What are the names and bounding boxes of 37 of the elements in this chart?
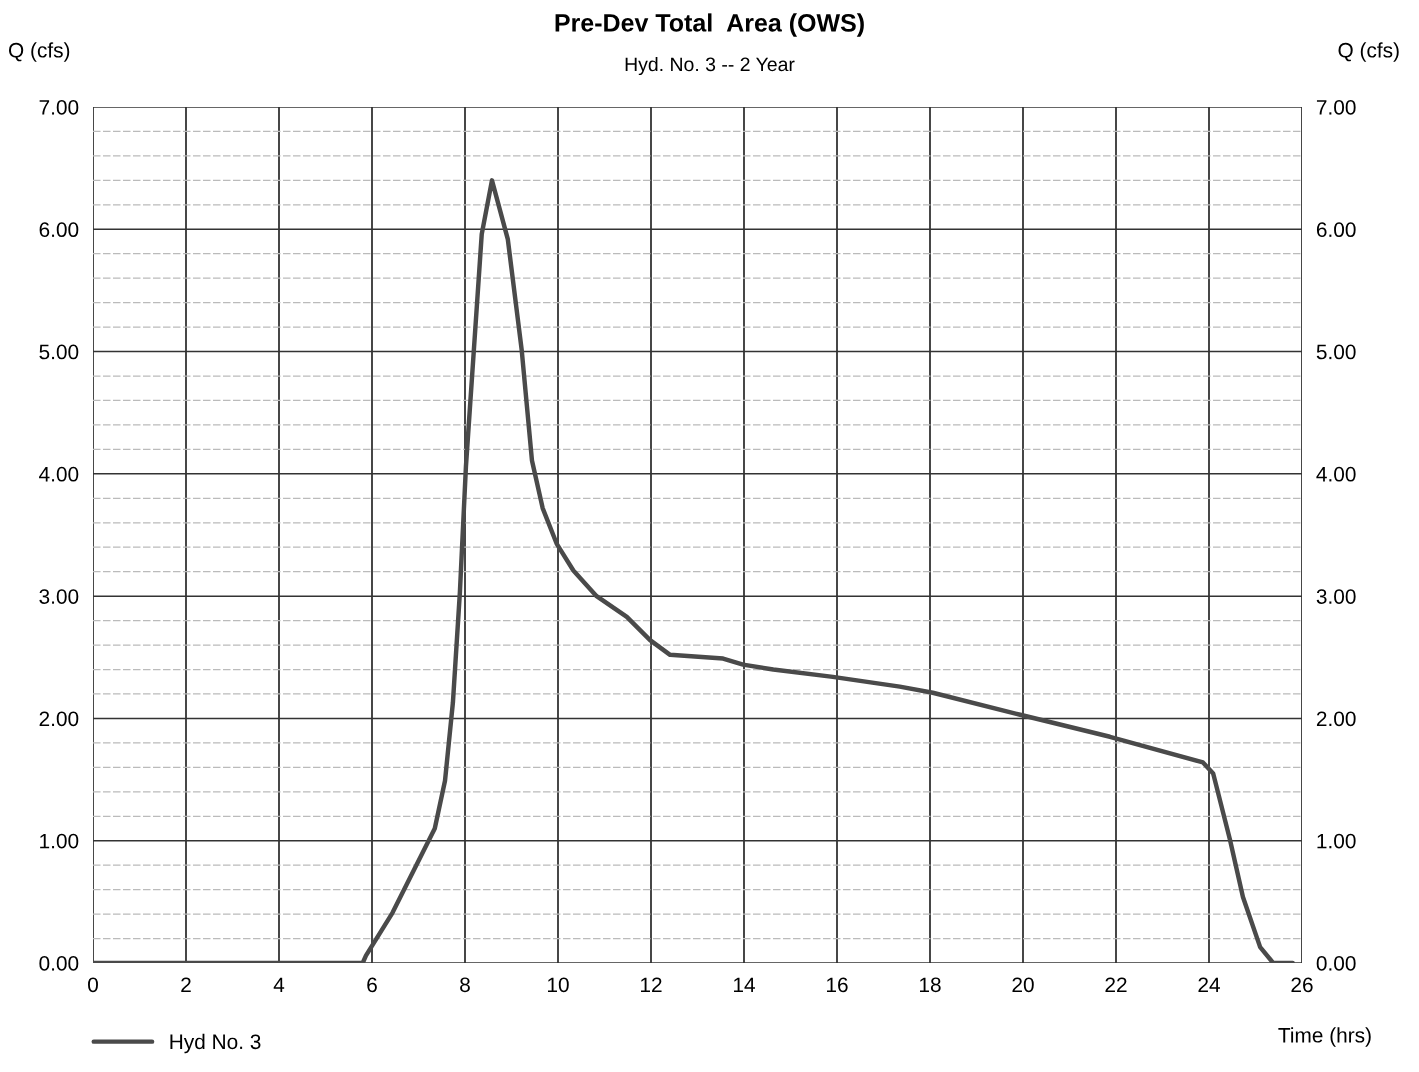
y-tick-label: 5.00 [39, 344, 79, 360]
y-tick-label: 4.00 [39, 466, 79, 482]
chart-subtitle: Hyd. No. 3 -- 2 Year [625, 56, 795, 76]
x-tick-label: 14 [734, 977, 755, 992]
y-tick-label: 3.00 [39, 589, 79, 604]
y-tick-label: 0.00 [39, 956, 79, 971]
y-tick-label: 1.00 [40, 833, 79, 849]
y2-tick-label: 7.00 [1316, 100, 1356, 115]
chart-title: Pre-Dev Total Area (OWS) [555, 13, 864, 37]
x-tick-label: 8 [460, 977, 470, 993]
x-tick-label: 26 [1291, 977, 1313, 993]
y2-tick-label: 4.00 [1316, 466, 1356, 482]
y-tick-label: 2.00 [39, 711, 79, 727]
y-tick-label: 6.00 [39, 222, 79, 238]
y2-tick-label: 5.00 [1316, 344, 1356, 360]
x-tick-label: 2 [181, 977, 191, 992]
y-axis-title: Q (cfs) [8, 42, 70, 62]
legend-label: Hyd No. 3 [170, 1033, 261, 1054]
y2-tick-label: 2.00 [1316, 711, 1356, 727]
x-tick-label: 24 [1198, 977, 1220, 992]
y2-tick-label: 1.00 [1317, 833, 1356, 849]
y2-tick-label: 0.00 [1316, 956, 1356, 971]
line-series [93, 178, 1295, 963]
y2-tick-label: 6.00 [1316, 222, 1356, 238]
y2-axis-title: Q (cfs) [1338, 42, 1399, 62]
x-tick-label: 10 [548, 977, 569, 993]
x-tick-label: 20 [1012, 977, 1034, 993]
x-tick-label: 22 [1105, 977, 1127, 992]
x-tick-label: 18 [920, 977, 941, 993]
y-tick-label: 7.00 [39, 100, 79, 115]
x-tick-label: 16 [827, 977, 848, 993]
x-axis-title: Time (hrs) [1278, 1027, 1371, 1047]
x-tick-label: 0 [88, 977, 98, 993]
x-tick-label: 12 [641, 977, 662, 992]
x-tick-label: 4 [273, 977, 285, 992]
x-tick-label: 6 [367, 977, 377, 993]
y2-tick-label: 3.00 [1316, 589, 1356, 604]
